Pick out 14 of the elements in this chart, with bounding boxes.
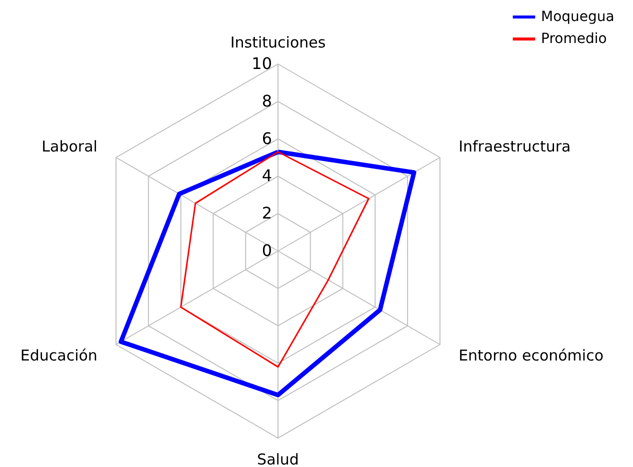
spoke-label: Laboral <box>42 138 98 156</box>
spoke-label: Infraestructura <box>458 138 571 156</box>
spoke-label: Entorno económico <box>458 346 604 364</box>
legend-label: Promedio <box>541 31 607 47</box>
y-tick-label: 8 <box>262 91 272 110</box>
legend-label: Moquegua <box>541 9 614 25</box>
spoke-label: Salud <box>257 450 299 467</box>
spoke-label: Educación <box>20 346 98 364</box>
y-tick-label: 0 <box>262 241 272 260</box>
y-tick-label: 10 <box>252 54 272 73</box>
y-tick-label: 6 <box>262 128 272 148</box>
y-tick-label: 4 <box>262 166 272 186</box>
spoke-label: Instituciones <box>230 33 326 52</box>
y-tick-label: 2 <box>262 204 272 223</box>
